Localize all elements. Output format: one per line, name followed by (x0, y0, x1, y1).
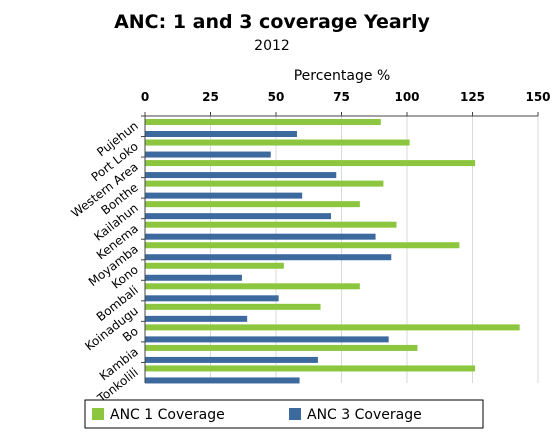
chart-title: ANC: 1 and 3 coverage Yearly (114, 11, 430, 33)
chart-subtitle: 2012 (254, 38, 290, 54)
legend-swatch-anc3 (289, 408, 301, 420)
x-tick-label: 150 (525, 90, 550, 104)
bar-anc3 (145, 233, 376, 240)
bar-anc1 (145, 365, 476, 372)
bar-anc3 (145, 377, 300, 384)
bar-anc3 (145, 295, 279, 302)
x-axis-title: Percentage % (294, 68, 391, 84)
bar-anc3 (145, 274, 242, 281)
bar-anc3 (145, 131, 297, 137)
axes (141, 112, 539, 383)
bar-anc3 (145, 151, 271, 158)
bar-anc1 (145, 201, 360, 208)
bar-anc3 (145, 213, 332, 220)
legend-box (84, 399, 484, 429)
bar-anc1 (145, 283, 360, 290)
bar-anc3 (145, 254, 392, 261)
bar-anc1 (145, 324, 520, 331)
legend: ANC 1 Coverage ANC 3 Coverage (84, 399, 484, 429)
bar-anc3 (145, 315, 248, 322)
bar-anc1 (145, 242, 460, 249)
x-tick-labels: 0 25 50 75 100 125 150 (141, 90, 551, 104)
bar-anc1 (145, 303, 321, 310)
bar-anc3 (145, 192, 303, 199)
bar-anc3 (145, 336, 389, 343)
x-tick-label: 100 (394, 90, 419, 104)
x-tick-label: 50 (268, 90, 285, 104)
bar-anc3 (145, 172, 337, 179)
bar-anc1 (145, 221, 397, 228)
legend-label-anc1: ANC 1 Coverage (110, 407, 225, 423)
bar-anc1 (145, 119, 381, 125)
bar-anc1 (145, 139, 410, 146)
bars (145, 119, 520, 384)
bar-anc1 (145, 344, 418, 351)
bar-anc1 (145, 262, 284, 269)
bar-anc1 (145, 160, 476, 167)
x-tick-label: 25 (202, 90, 219, 104)
bar-anc1 (145, 180, 384, 187)
x-tick-label: 75 (333, 90, 350, 104)
legend-swatch-anc1 (92, 408, 104, 420)
x-tick-label: 0 (141, 90, 149, 104)
x-tick-label: 125 (460, 90, 485, 104)
legend-label-anc3: ANC 3 Coverage (307, 407, 422, 423)
bar-anc3 (145, 356, 318, 363)
